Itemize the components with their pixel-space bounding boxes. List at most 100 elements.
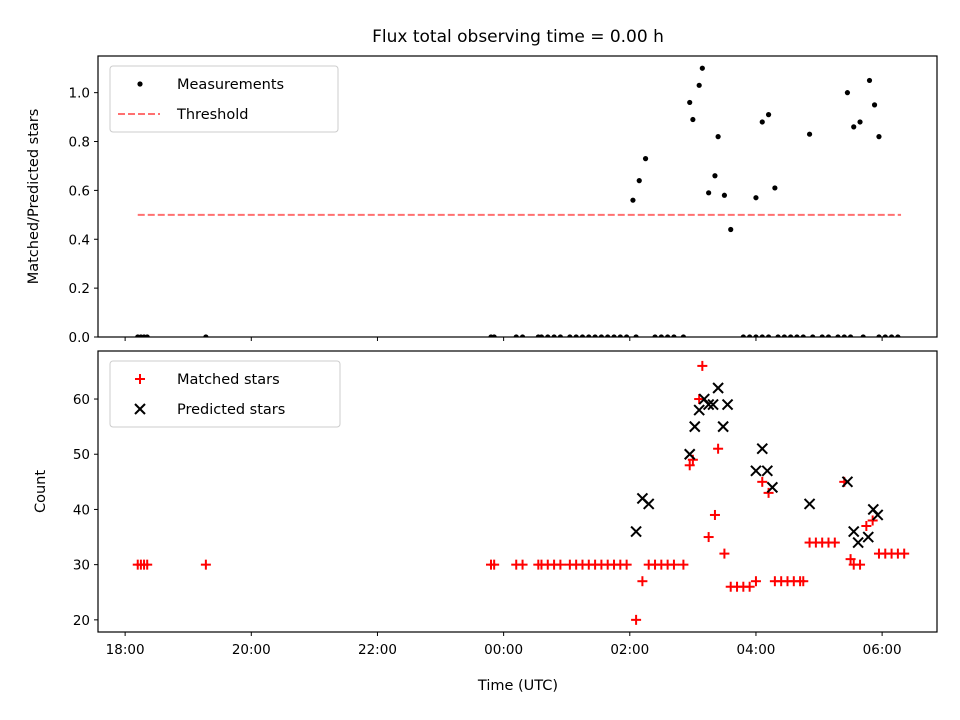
y-tick-label: 0.0 [69,330,90,346]
predicted-star-point [841,476,854,488]
measurement-point [696,82,702,88]
ratio-panel: 0.0 0.2 0.4 0.6 0.8 1.0 Matched/Predicted star… [26,55,938,346]
measurement-point [866,77,873,84]
measurement-point [740,334,746,337]
measurement-point [567,334,573,337]
measurement-point [579,334,586,337]
matched-star-point [668,559,679,570]
predicted-star-point [630,525,642,538]
measurement-point [513,334,519,337]
measurement-point [715,134,721,140]
matched-star-point [517,559,528,570]
measurement-point [671,334,677,337]
matched-star-point [899,548,910,559]
predicted-star-point [643,498,655,510]
matched-star-point [142,559,153,570]
measurement-point [882,334,888,337]
measurement-point [630,197,636,203]
measurement-point [712,173,718,179]
x-tick-label: 02:00 [610,642,649,658]
predicted-star-point [766,481,779,494]
matched-star-point [200,559,211,570]
measurement-point [765,334,772,337]
measurement-point [636,178,642,184]
measurement-point [633,334,639,337]
matched-star-point [631,614,642,625]
legend-dot-icon [137,81,143,87]
matched-star-point [757,476,768,487]
measurement-point [781,334,787,337]
measurement-point [825,334,832,337]
measurement-point [605,334,611,337]
measurement-point [841,334,847,337]
matched-star-point [855,559,866,570]
measurement-point [728,226,734,233]
y-tick-label: 1.0 [69,86,90,102]
measurement-point [775,334,781,337]
measurement-point [765,112,772,118]
legend-box [109,65,339,133]
y-tick-label: 50 [73,447,90,463]
legend-plus-icon [135,374,145,384]
measurement-point [876,134,882,140]
predicted-star-point [750,465,762,477]
measurement-point [598,334,604,337]
measurement-point [888,334,895,337]
matched-star-point [867,515,878,526]
measurement-point [857,119,863,125]
predicted-star-point [871,509,884,521]
measurement-point [753,334,759,337]
matched-star-point [703,532,714,543]
predicted-star-point [756,443,768,455]
measurement-point [687,99,693,106]
measurement-point [665,334,671,337]
y-tick-label: 40 [73,502,90,518]
x-tick-label: 06:00 [863,642,902,658]
measurement-point [794,334,800,337]
y-tick-label: 20 [73,613,90,629]
x-tick-label: 20:00 [232,642,271,658]
measurement-point [871,102,878,108]
matched-star-point [697,360,708,371]
measurement-point [806,131,813,137]
legend: Matched stars Predicted stars [109,360,341,428]
measurement-point [144,334,150,337]
predicted-star-point [702,398,715,411]
measurement-point [680,334,687,337]
measurement-point [895,334,901,337]
predicted-star-point [803,498,816,510]
matched-star-point [637,576,648,587]
axes-frame [97,350,938,633]
measurement-point [617,334,623,337]
count-panel: 20 30 40 50 60 18:00 20:00 22:00 00:00 02:00 04:00… [33,350,938,658]
measurement-point [203,334,209,337]
legend-box [109,360,341,428]
measurement-point [847,334,854,337]
measurement-point [721,192,728,198]
x-tick-label: 04:00 [736,642,775,658]
measurement-point [557,334,563,337]
matched-star-point [555,559,566,570]
chart-title: Flux total observing time = 0.00 h [372,27,664,47]
measurement-point [851,124,857,130]
x-tick-label: 00:00 [484,642,523,658]
y-tick-label: 0.2 [69,281,90,297]
matched-star-point [621,559,632,570]
measurement-point [624,334,630,337]
matched-star-point [845,554,856,565]
matched-star-point [719,548,730,559]
x-tick-label: 22:00 [358,642,397,658]
measurement-point [800,334,806,337]
x-axis-label: Time (UTC) [477,678,558,694]
matched-star-point [829,537,840,548]
measurement-point [690,116,696,123]
measurement-point [586,334,592,337]
x-tick-label: 18:00 [106,642,145,658]
plot-area [132,360,910,625]
legend-label: Matched stars [177,372,280,388]
legend: Measurements Threshold [109,65,339,133]
measurement-point [551,334,557,337]
measurement-point [652,334,658,337]
measurement-point [819,334,825,337]
measurement-point [706,190,712,196]
